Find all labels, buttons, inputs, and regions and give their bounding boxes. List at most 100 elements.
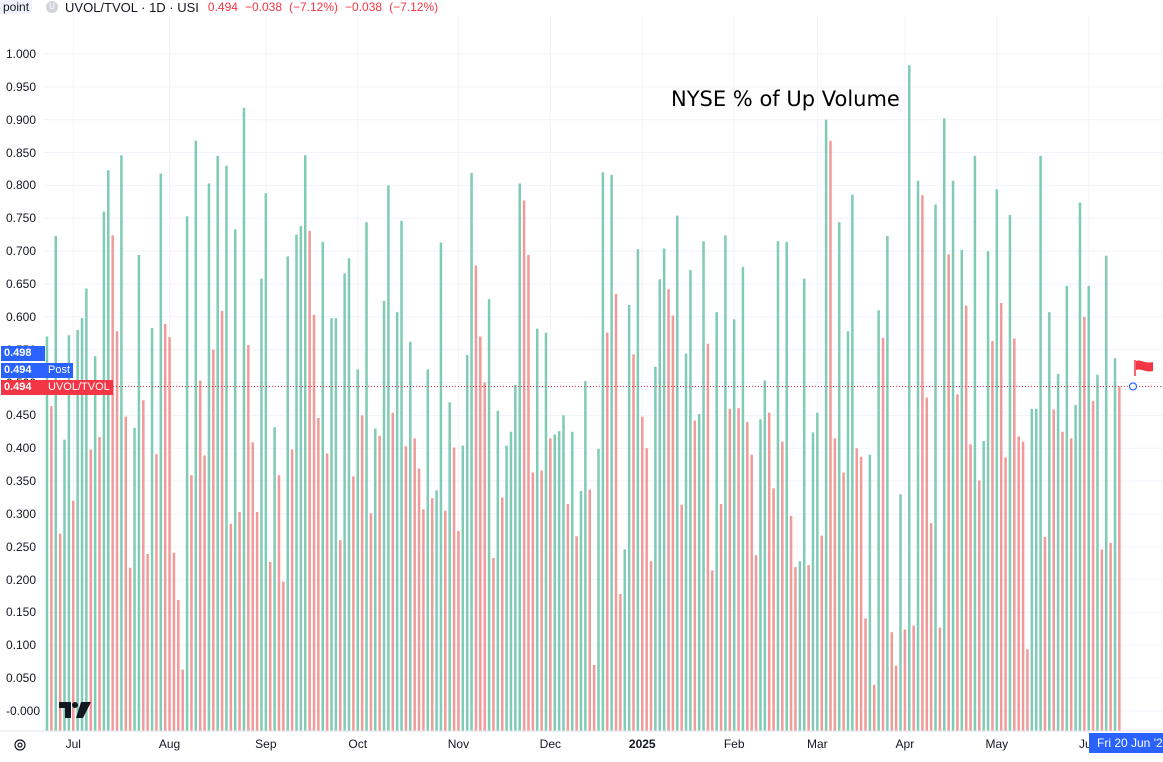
up-bar bbox=[811, 432, 815, 731]
down-bar bbox=[404, 446, 408, 731]
up-bar bbox=[356, 369, 360, 731]
x-tick-label: Aug bbox=[158, 737, 181, 751]
up-bar bbox=[505, 445, 508, 731]
up-bar bbox=[470, 172, 473, 732]
price-scale[interactable]: 1.000 0.950 0.900 0.850 0.800 0.750 0.700 0.650… bbox=[0, 0, 44, 762]
down-bar bbox=[969, 444, 972, 731]
chart-annotation-title[interactable]: NYSE % of Up Volume bbox=[671, 87, 900, 111]
down-bar bbox=[614, 293, 618, 731]
up-bar bbox=[1113, 358, 1117, 731]
down-bar bbox=[575, 536, 578, 731]
down-bar bbox=[339, 540, 342, 731]
up-bar bbox=[1056, 373, 1060, 731]
post-last-tag: 0.494 bbox=[1, 363, 45, 378]
up-bar bbox=[868, 454, 872, 731]
up-bar bbox=[715, 312, 718, 731]
x-tick-label: Dec bbox=[539, 737, 562, 751]
down-bar bbox=[190, 475, 193, 731]
down-bar bbox=[540, 470, 543, 731]
down-bar bbox=[212, 349, 215, 731]
y-tick-label: 0.100 bbox=[6, 638, 37, 653]
up-bar bbox=[295, 234, 298, 731]
gear-icon[interactable] bbox=[13, 738, 27, 752]
down-bar bbox=[592, 665, 596, 731]
symbol-title[interactable]: UVOL/TVOL · 1D · USI bbox=[65, 0, 199, 15]
down-bar bbox=[50, 406, 53, 731]
down-bar bbox=[522, 200, 526, 731]
up-bar bbox=[724, 235, 727, 731]
down-bar bbox=[128, 567, 132, 731]
up-bar bbox=[776, 241, 780, 731]
up-bar bbox=[299, 226, 303, 731]
down-bar bbox=[308, 230, 311, 732]
up-bar bbox=[579, 490, 583, 731]
y-tick-label: 0.700 bbox=[6, 244, 37, 259]
y-tick-label: 0.200 bbox=[6, 572, 37, 587]
down-bar bbox=[1052, 409, 1055, 731]
up-bar bbox=[465, 354, 469, 731]
up-bar bbox=[137, 255, 141, 732]
up-bar bbox=[1048, 312, 1051, 731]
up-bar bbox=[610, 174, 613, 731]
down-bar bbox=[72, 500, 75, 731]
up-bar bbox=[732, 319, 736, 731]
down-bar bbox=[964, 305, 968, 731]
down-bar bbox=[58, 533, 62, 731]
down-bar bbox=[1109, 542, 1112, 731]
x-tick-label: Apr bbox=[895, 737, 915, 751]
y-tick-label: 0.900 bbox=[6, 112, 37, 127]
y-tick-label: 0.350 bbox=[6, 474, 37, 489]
down-bar bbox=[98, 437, 101, 731]
down-bar bbox=[312, 314, 316, 731]
up-bar bbox=[899, 494, 902, 731]
down-bar bbox=[1043, 536, 1047, 731]
time-axis-strip bbox=[0, 731, 1163, 762]
last-value-marker bbox=[1128, 382, 1138, 391]
up-bar bbox=[400, 220, 403, 731]
up-bar bbox=[662, 248, 666, 731]
down-bar bbox=[807, 565, 810, 731]
down-bar bbox=[754, 555, 758, 731]
change-value-2: −0.038 bbox=[345, 0, 383, 14]
up-bar bbox=[658, 279, 662, 731]
tradingview-logo-icon[interactable] bbox=[59, 701, 91, 719]
up-bar bbox=[623, 549, 627, 731]
up-bar bbox=[286, 256, 289, 731]
up-bar bbox=[846, 331, 850, 731]
up-bar bbox=[496, 410, 500, 731]
down-bar bbox=[772, 488, 775, 731]
up-bar bbox=[951, 180, 955, 732]
down-bar bbox=[172, 552, 176, 731]
up-bar bbox=[150, 327, 154, 731]
up-bar bbox=[67, 335, 71, 731]
down-bar bbox=[938, 627, 942, 731]
down-bar bbox=[163, 324, 167, 731]
up-bar bbox=[133, 427, 136, 731]
y-tick-label: 0.150 bbox=[6, 605, 37, 620]
up-bar bbox=[216, 155, 219, 732]
down-bar bbox=[641, 416, 644, 731]
change-percent: (−7.12%) bbox=[289, 0, 339, 14]
down-bar bbox=[929, 523, 933, 731]
up-bar bbox=[54, 235, 57, 732]
down-bar bbox=[527, 255, 530, 732]
up-bar bbox=[973, 155, 977, 732]
down-bar bbox=[483, 382, 486, 731]
down-bar bbox=[978, 480, 981, 731]
up-bar bbox=[80, 318, 84, 731]
interval-chip[interactable]: point bbox=[0, 0, 33, 14]
up-bar bbox=[93, 356, 97, 731]
flag-icon[interactable] bbox=[1133, 360, 1155, 376]
up-bar bbox=[439, 242, 443, 731]
down-bar bbox=[181, 669, 184, 731]
down-bar bbox=[711, 570, 714, 731]
u-circle-icon: U bbox=[46, 1, 59, 13]
up-bar bbox=[908, 65, 911, 732]
up-bar bbox=[1065, 285, 1069, 731]
x-tick-label: Feb bbox=[723, 737, 745, 751]
down-bar bbox=[268, 561, 272, 731]
up-bar bbox=[461, 445, 465, 731]
down-bar bbox=[859, 456, 863, 731]
down-bar bbox=[325, 453, 329, 731]
